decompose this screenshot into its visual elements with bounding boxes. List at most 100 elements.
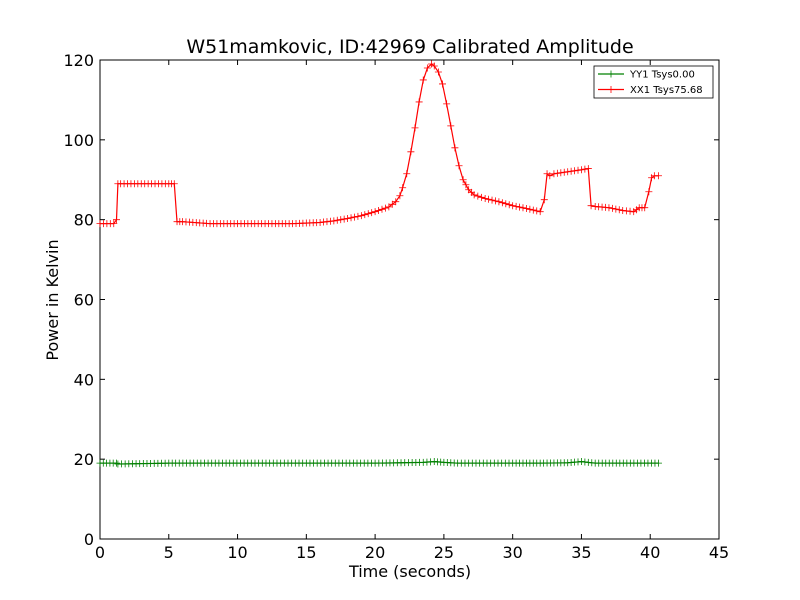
series-marker [615,206,623,214]
series-marker [540,196,548,204]
series-marker [654,172,662,180]
series-marker [415,98,423,106]
series-marker [477,193,485,201]
x-tick-label: 15 [296,543,316,562]
series-marker [455,162,463,170]
series-marker [381,204,389,212]
series-marker [645,188,653,196]
series-marker [491,197,499,205]
legend-marker [607,86,615,93]
series-marker [434,68,442,76]
series-marker [567,167,575,175]
legend: YY1 Tsys0.00 XX1 Tsys75.68 [593,65,714,99]
series-marker [564,168,572,176]
series-marker [392,198,400,206]
series-marker [641,204,649,212]
y-tick-label: 120 [63,51,94,70]
x-tick-label: 35 [571,543,591,562]
series-marker [485,195,493,203]
series-marker [488,196,496,204]
y-tick-label: 20 [74,450,94,469]
series-marker [110,220,118,228]
series-marker [354,212,362,220]
series-marker [357,212,365,220]
series-marker [333,216,341,224]
series-marker [654,459,662,467]
series-marker [498,199,506,207]
series-marker [587,202,595,210]
x-tick-label: 30 [502,543,522,562]
series-marker [495,198,503,206]
series-marker [581,165,589,173]
x-tick-label: 40 [640,543,660,562]
series-marker [364,210,372,218]
y-tick-label: 0 [84,530,94,549]
y-tick-label: 40 [74,370,94,389]
legend-box [593,65,714,99]
series-marker [361,211,369,219]
series-marker [396,192,404,200]
series-marker [407,148,415,156]
legend-marker [607,70,615,78]
y-axis-label: Power in Kelvin [43,239,62,360]
series-marker [430,62,438,70]
series-marker [378,205,386,213]
x-axis-label: Time (seconds) [348,562,471,581]
series-marker [375,206,383,214]
series-marker [560,168,568,176]
series-xx1 [96,60,662,228]
series-marker [451,144,459,152]
x-tick-label: 20 [365,543,385,562]
x-tick-label: 10 [227,543,247,562]
series-marker [459,176,467,184]
x-tick-label: 0 [95,543,105,562]
x-tick-label: 25 [434,543,454,562]
series-marker [571,167,579,175]
series-marker [439,80,447,88]
legend-label: XX1 Tsys75.68 [630,85,703,96]
legend-label: YY1 Tsys0.00 [629,70,695,81]
series-marker [368,209,376,217]
series-marker [403,170,411,178]
x-tick-label: 5 [164,543,174,562]
series-marker [522,204,530,212]
series-marker [443,100,451,108]
y-tick-label: 100 [63,131,94,150]
series-marker [577,166,585,174]
plot-area: 0 5 10 15 20 25 30 35 40 45 0 20 40 60 80 100 120 [63,51,729,562]
series-marker [474,192,482,200]
series-marker [584,165,592,173]
series-marker [574,166,582,174]
series-marker [340,215,348,223]
series-marker [550,170,558,178]
series-marker [113,216,121,224]
series-marker [344,214,352,222]
series-marker [481,195,489,203]
series-marker [557,169,565,177]
series-marker [605,204,613,212]
series-marker [113,459,121,467]
series-marker [337,216,345,224]
series-marker [509,202,517,210]
series-marker [608,204,616,212]
series-marker [170,180,178,188]
series-marker [462,181,470,189]
series-marker [423,64,431,72]
series-marker [419,76,427,84]
series-marker [526,205,534,213]
series-marker [447,122,455,130]
series-marker [371,208,379,216]
series-marker [470,191,478,199]
series-marker [516,203,524,211]
series-marker [519,204,527,212]
series-marker [411,124,419,132]
series-marker [505,201,513,209]
y-tick-label: 60 [74,291,94,310]
series-marker [612,205,620,213]
chart-title: W51mamkovic, ID:42969 Calibrated Amplitu… [186,36,633,58]
x-tick-label: 45 [709,543,729,562]
series-marker [536,208,544,216]
